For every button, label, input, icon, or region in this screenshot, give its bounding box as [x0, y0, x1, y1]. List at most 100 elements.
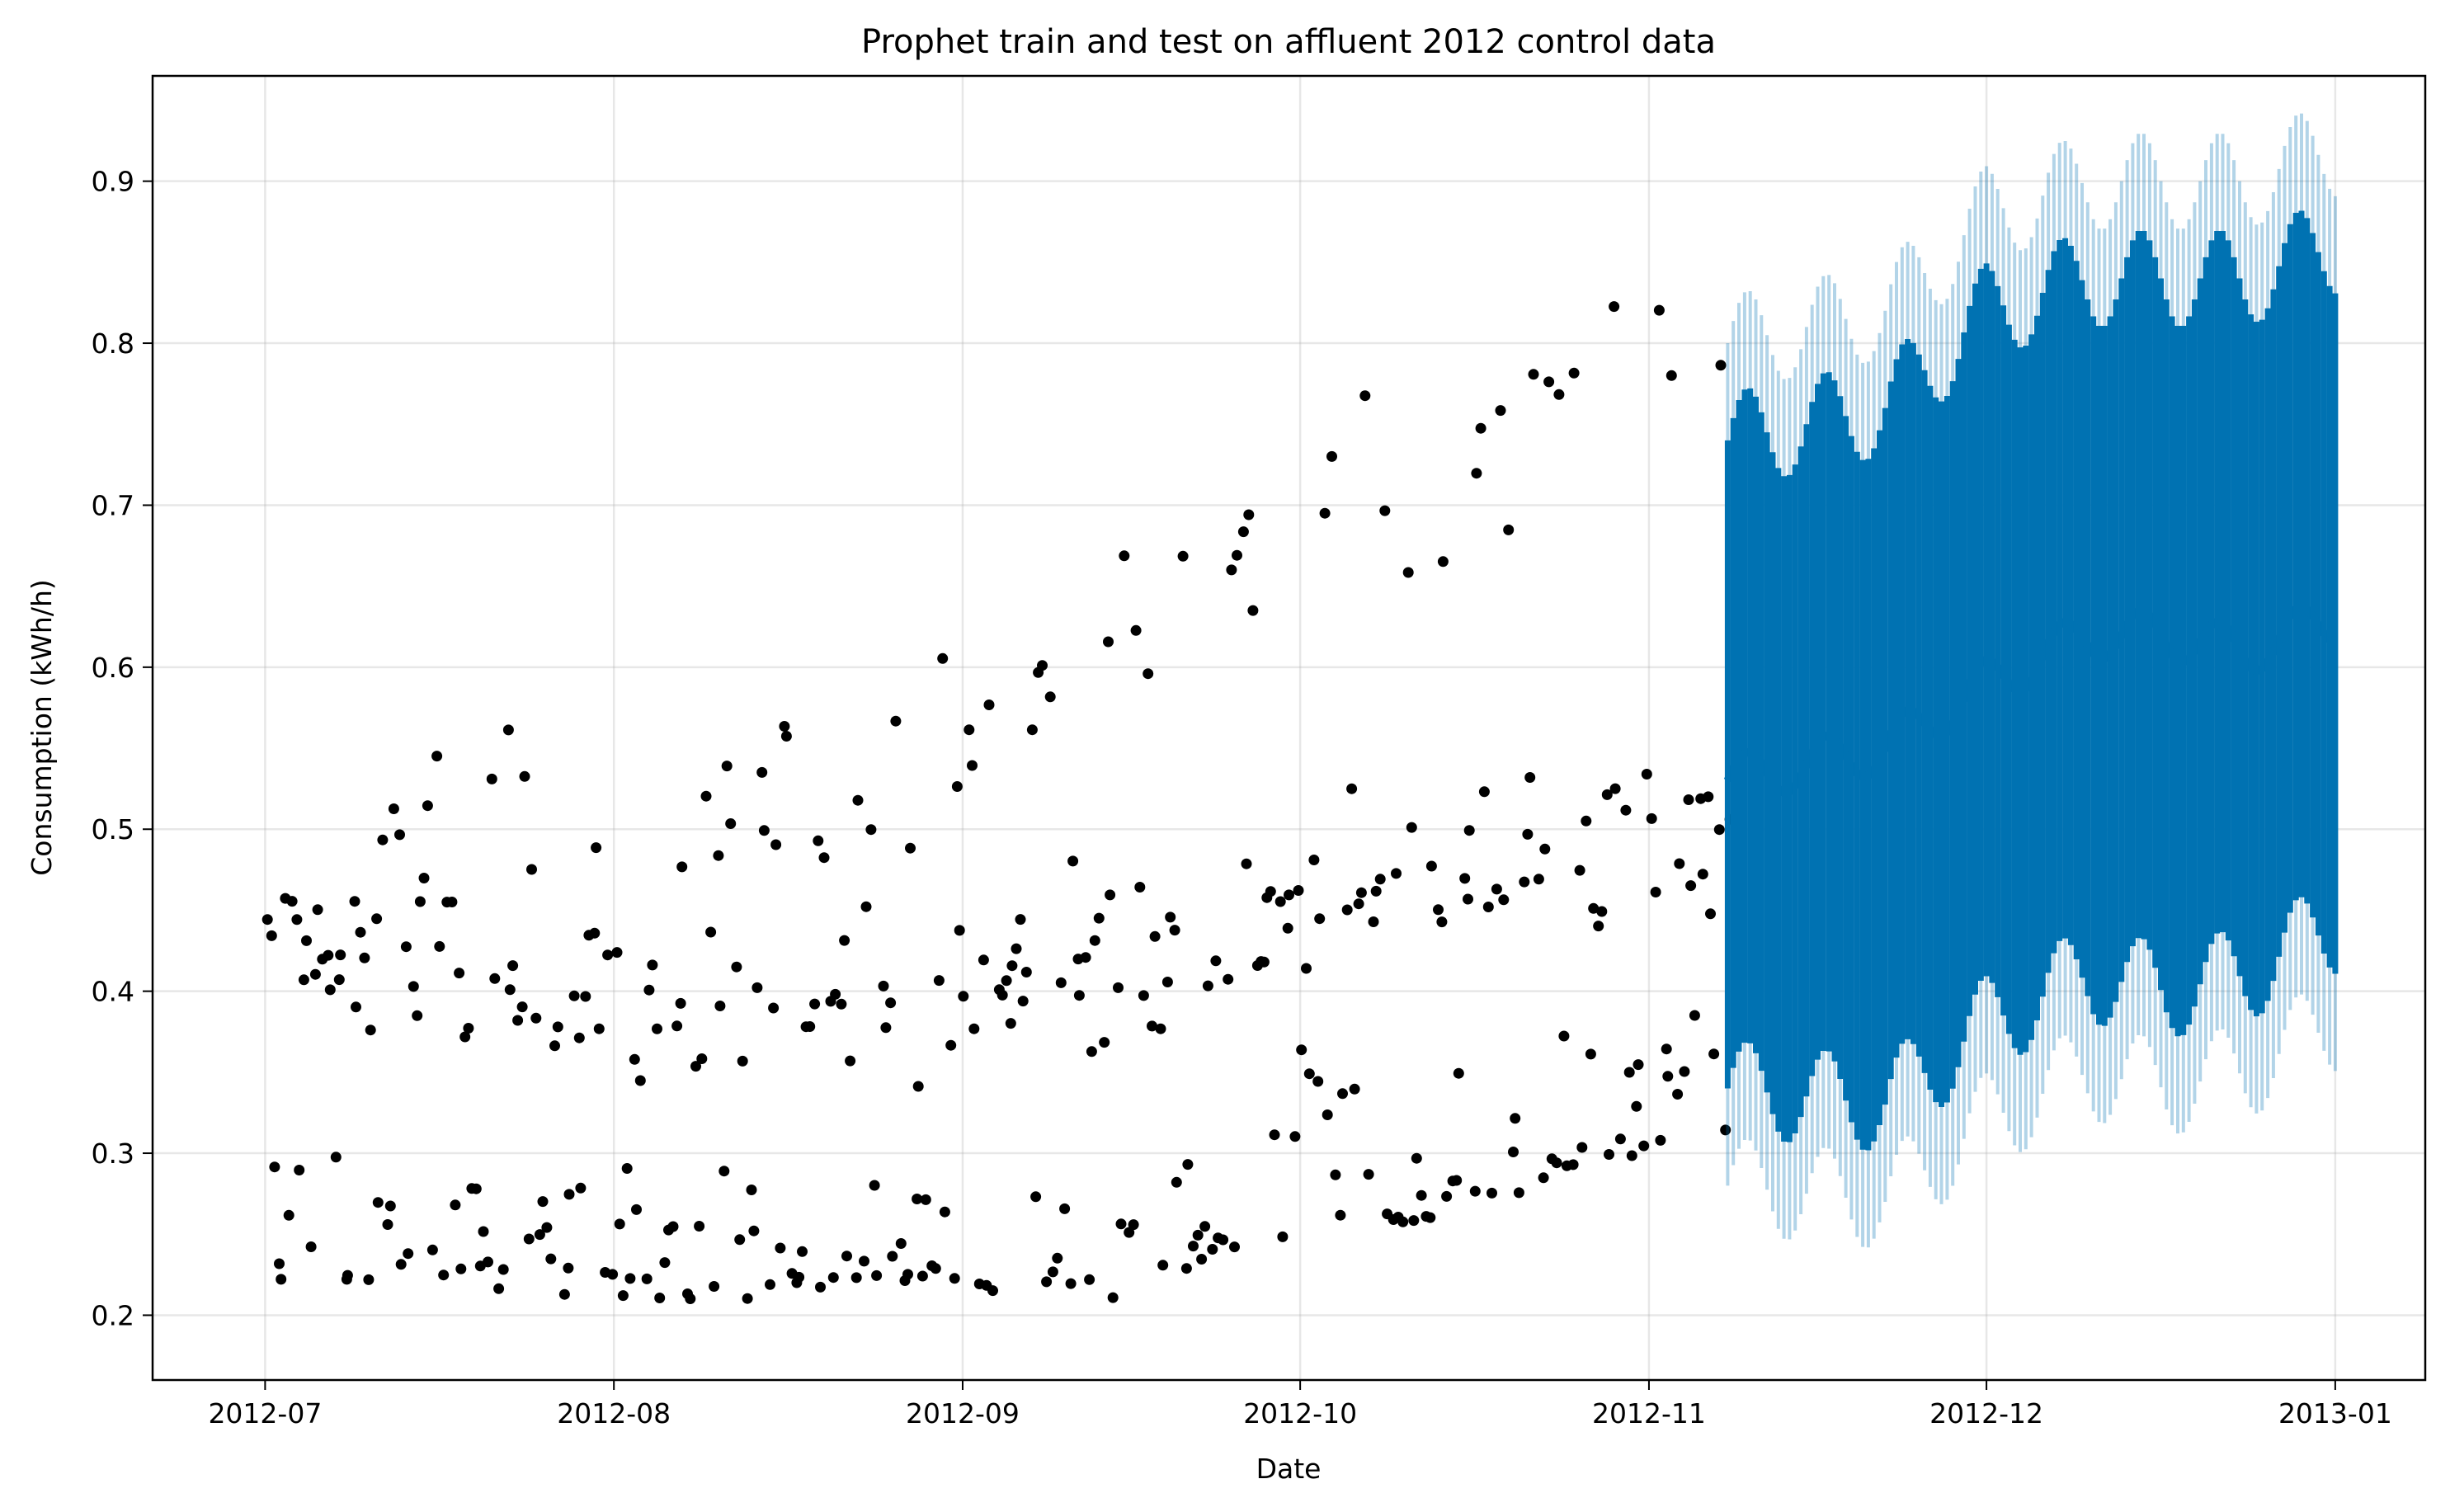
observed-point — [591, 842, 602, 854]
x-tick-label: 2012-09 — [906, 1397, 1020, 1430]
observed-point — [890, 715, 902, 727]
observed-point — [1397, 1216, 1409, 1227]
observed-point — [1037, 660, 1048, 671]
observed-point — [359, 952, 370, 963]
observed-point — [954, 925, 965, 936]
observed-point — [1258, 956, 1270, 968]
y-tick-label: 0.2 — [92, 1299, 134, 1331]
observed-point — [1319, 507, 1331, 519]
forecast-trend-line — [1723, 602, 2337, 798]
observed-point — [830, 988, 841, 1000]
observed-point — [489, 973, 501, 984]
observed-point — [403, 1248, 414, 1260]
observed-point — [333, 974, 345, 986]
observed-point — [1596, 906, 1608, 917]
observed-point — [394, 829, 405, 841]
observed-point — [1641, 769, 1652, 780]
observed-point — [545, 1253, 557, 1265]
observed-point — [1406, 822, 1417, 833]
observed-point — [1593, 921, 1604, 932]
y-tick-label: 0.8 — [92, 327, 134, 360]
observed-point — [1355, 887, 1367, 898]
observed-point — [933, 975, 945, 987]
observed-point — [1666, 370, 1677, 381]
observed-point — [1391, 868, 1402, 879]
observed-point — [850, 1272, 862, 1284]
observed-point — [1207, 1244, 1218, 1255]
observed-point — [502, 724, 514, 736]
observed-point — [1289, 1131, 1301, 1142]
observed-point — [1482, 902, 1494, 912]
observed-point — [652, 1023, 662, 1034]
forecast-layer — [1723, 210, 2339, 1151]
observed-point — [371, 913, 383, 925]
observed-point — [1005, 1018, 1016, 1029]
observed-point — [1143, 668, 1154, 680]
observed-point — [266, 930, 277, 941]
observed-point — [1411, 1152, 1422, 1164]
observed-point — [1459, 873, 1471, 884]
observed-point — [1588, 902, 1600, 914]
observed-point — [887, 1251, 898, 1262]
observed-point — [902, 1269, 913, 1280]
observed-point — [1601, 789, 1613, 800]
observed-point — [1720, 1124, 1731, 1136]
observed-point — [1089, 935, 1100, 946]
observed-point — [312, 904, 323, 916]
observed-point — [298, 974, 309, 986]
observed-point — [414, 896, 426, 907]
observed-point — [1067, 855, 1079, 867]
observed-point — [1379, 505, 1391, 516]
x-axis-label: Date — [1256, 1453, 1322, 1485]
observed-point — [1633, 1059, 1644, 1071]
observed-point — [719, 1166, 730, 1177]
observed-point — [1337, 1088, 1348, 1100]
observed-point — [912, 1081, 924, 1092]
observed-point — [486, 773, 497, 784]
observed-point — [1713, 824, 1725, 836]
observed-point — [1513, 1187, 1524, 1199]
observed-point — [1510, 1113, 1521, 1124]
observed-point — [1453, 1067, 1464, 1079]
observed-point — [575, 1182, 587, 1194]
observed-point — [1705, 908, 1716, 920]
observed-point — [400, 941, 412, 953]
observed-point — [671, 1020, 683, 1032]
observed-point — [725, 818, 737, 829]
observed-point — [1522, 828, 1534, 840]
observed-point — [1679, 1066, 1690, 1077]
observed-point — [431, 751, 443, 762]
observed-point — [1165, 911, 1176, 923]
observed-point — [1282, 922, 1293, 934]
observed-point — [1346, 783, 1358, 794]
observed-point — [261, 914, 273, 926]
observed-point — [1519, 876, 1530, 888]
observed-point — [1574, 864, 1585, 876]
observed-point — [1451, 1175, 1463, 1186]
observed-point — [1274, 896, 1286, 907]
observed-point — [1161, 977, 1173, 987]
x-tick-label: 2013-01 — [2278, 1397, 2392, 1430]
observed-point — [384, 1200, 396, 1212]
observed-point — [841, 1251, 852, 1262]
observed-point — [1475, 422, 1486, 434]
observed-point — [1553, 389, 1565, 400]
observed-point — [951, 781, 963, 792]
observed-point — [1408, 1215, 1420, 1227]
observed-point — [614, 1218, 625, 1230]
observed-point — [1044, 691, 1056, 703]
observed-point — [1134, 882, 1146, 893]
observed-point — [1093, 912, 1105, 924]
observed-point — [1697, 869, 1708, 880]
y-axis-label: Consumption (kWh/h) — [26, 579, 58, 876]
observed-point — [1237, 526, 1249, 538]
tick-layer: 2012-07 2012-08 2012-09 2012-10 2012-11 2012-… — [92, 166, 2392, 1430]
observed-point — [1437, 556, 1449, 568]
observed-point — [422, 800, 433, 812]
observed-point — [905, 842, 916, 854]
observed-point — [504, 984, 516, 996]
observed-point — [694, 1221, 705, 1232]
observed-point — [880, 1022, 892, 1034]
observed-point — [641, 1273, 653, 1284]
observed-point — [1491, 883, 1502, 895]
